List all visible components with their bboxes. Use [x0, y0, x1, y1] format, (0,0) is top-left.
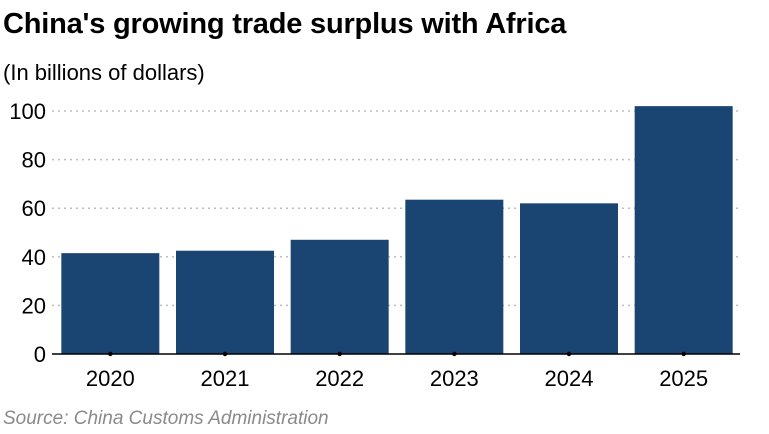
- chart-subtitle: (In billions of dollars): [3, 60, 205, 85]
- x-tick-mark-2021: [222, 351, 228, 357]
- x-tick-mark-2024: [566, 351, 572, 357]
- bars: [61, 106, 733, 354]
- y-tick-label-60: 60: [22, 196, 46, 221]
- bar-2023: [405, 199, 504, 354]
- x-tick-label-2020: 2020: [86, 366, 135, 391]
- y-tick-label-100: 100: [9, 99, 46, 124]
- x-tick-mark-2025: [681, 351, 686, 357]
- bar-2022: [290, 239, 389, 354]
- chart-title: China's growing trade surplus with Afric…: [3, 8, 567, 40]
- bar-2020: [61, 253, 160, 354]
- x-tick-mark-2022: [337, 351, 342, 357]
- x-tick-label-2025: 2025: [659, 366, 708, 391]
- chart-source: Source: China Customs Administration: [3, 408, 329, 429]
- x-tick-label-2022: 2022: [315, 366, 364, 391]
- x-tick-label-2024: 2024: [545, 366, 594, 391]
- y-tick-label-40: 40: [22, 245, 46, 270]
- y-axis-ticks: 0 20 40 60 80 100: [9, 99, 46, 367]
- grid-lines: [52, 110, 740, 307]
- x-tick-label-2023: 2023: [430, 366, 479, 391]
- bar-2025: [634, 106, 733, 354]
- x-tick-mark-2020: [108, 351, 113, 357]
- x-tick-mark-2023: [452, 351, 457, 357]
- y-tick-label-20: 20: [22, 293, 46, 318]
- bar-2024: [520, 203, 618, 354]
- x-tick-label-2021: 2021: [201, 366, 250, 391]
- x-axis-ticks: 2020 2021 2022 2023 2024 2025: [86, 351, 708, 391]
- y-tick-label-80: 80: [22, 148, 46, 173]
- y-tick-label-0: 0: [34, 342, 46, 367]
- bar-2021: [176, 250, 274, 354]
